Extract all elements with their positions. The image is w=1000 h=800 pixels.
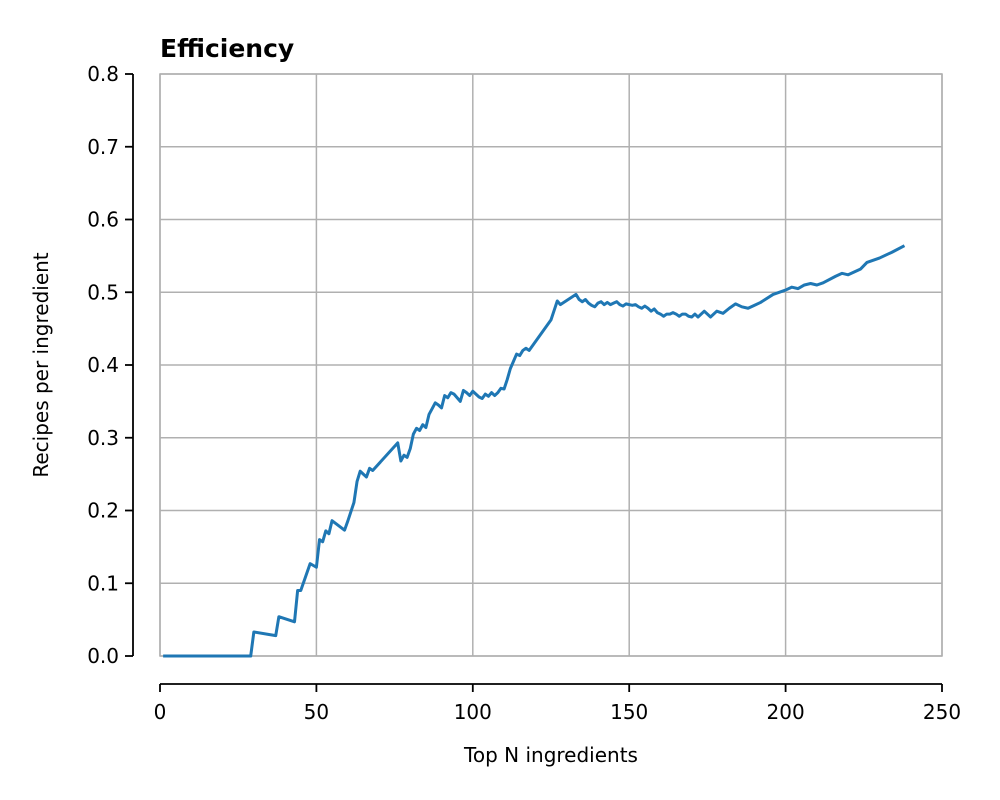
axes	[125, 73, 943, 692]
x-tick-label: 200	[767, 700, 805, 724]
chart-title: Efficiency	[160, 34, 294, 63]
x-tick-label: 50	[304, 700, 329, 724]
y-axis-label: Recipes per ingredient	[29, 252, 53, 477]
y-tick-label: 0.5	[87, 280, 119, 304]
y-tick-label: 0.7	[87, 135, 119, 159]
y-tick-label: 0.1	[87, 571, 119, 595]
x-tick-label: 100	[454, 700, 492, 724]
x-tick-label: 250	[923, 700, 961, 724]
series-layer	[163, 244, 906, 658]
x-tick-label: 150	[610, 700, 648, 724]
y-tick-label: 0.6	[87, 208, 119, 232]
y-tick-label: 0.2	[87, 499, 119, 523]
y-tick-label: 0.3	[87, 426, 119, 450]
y-tick-label: 0.0	[87, 644, 119, 668]
efficiency-series-line	[163, 244, 906, 658]
y-tick-label: 0.8	[87, 62, 119, 86]
x-tick-labels: 0 50 100 150 200 250	[154, 700, 961, 724]
y-tick-label: 0.4	[87, 353, 119, 377]
plot-frame	[159, 73, 943, 657]
y-tick-labels: 0.0 0.1 0.2 0.3 0.4 0.5 0.6 0.7 0.8	[87, 62, 119, 668]
x-axis-label: Top N ingredients	[463, 743, 638, 767]
x-tick-label: 0	[154, 700, 167, 724]
grid-lines	[159, 73, 943, 657]
